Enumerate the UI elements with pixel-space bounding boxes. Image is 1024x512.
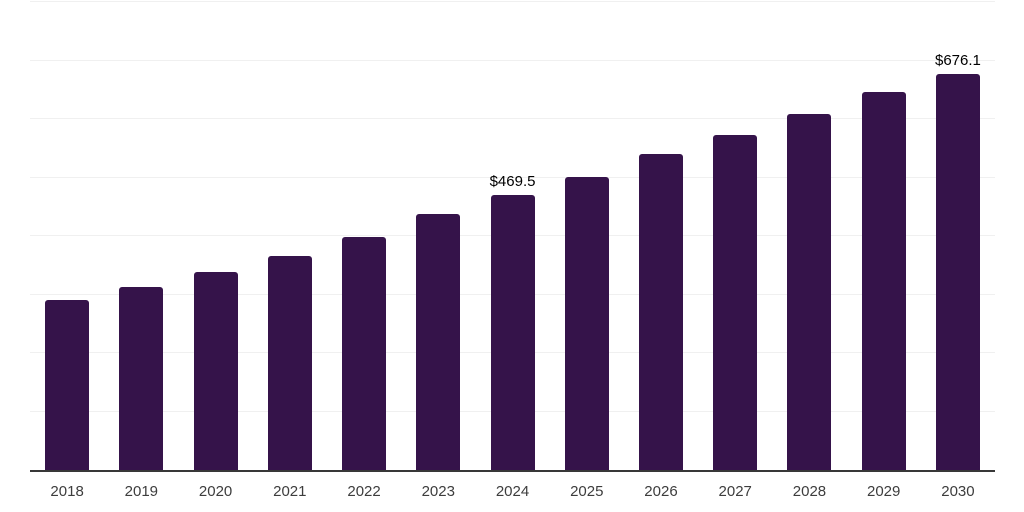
plot-area: $469.5 $676.1 <box>30 0 995 472</box>
y-gridline <box>30 118 995 119</box>
bar <box>45 300 90 470</box>
x-tick-label: 2027 <box>718 483 752 500</box>
bar-slot <box>253 0 327 470</box>
x-tick-label: 2021 <box>273 483 307 500</box>
bar <box>713 135 758 470</box>
bar-slot <box>401 0 475 470</box>
bar-slot <box>847 0 921 470</box>
y-gridline <box>30 1 995 2</box>
x-tick-label: 2024 <box>495 483 530 500</box>
bar-slot <box>698 0 772 470</box>
x-tick-label: 2023 <box>421 483 455 500</box>
bar <box>564 176 609 470</box>
bar <box>416 214 461 470</box>
bar-slot <box>178 0 252 470</box>
x-tick-label: 2022 <box>347 483 381 500</box>
bar-value-label: $469.5 <box>489 173 536 191</box>
bar <box>267 256 312 470</box>
bar-slot <box>624 0 698 470</box>
y-gridline <box>30 176 995 178</box>
x-tick-label: 2018 <box>50 483 84 500</box>
bar-slot <box>550 0 624 470</box>
bar <box>935 74 980 470</box>
bar <box>861 91 906 470</box>
x-axis-line <box>30 470 995 472</box>
bar-slot: $676.1 <box>921 0 995 470</box>
x-tick-label: 2025 <box>570 483 604 500</box>
bar <box>787 114 832 470</box>
x-tick-label: 2020 <box>198 483 233 500</box>
bar-slot <box>772 0 846 470</box>
bar <box>490 195 535 470</box>
bar-value-label: $676.1 <box>934 52 981 70</box>
x-tick-label: 2029 <box>867 483 901 500</box>
x-tick-label: 2019 <box>124 483 159 500</box>
bar <box>638 153 683 470</box>
bars: $469.5 $676.1 <box>30 0 995 470</box>
bar <box>342 237 387 470</box>
bar <box>119 287 164 470</box>
x-tick-label: 2026 <box>644 483 678 500</box>
bar-slot <box>104 0 178 470</box>
bar-slot: $469.5 <box>475 0 549 470</box>
y-gridline <box>30 59 995 61</box>
x-tick-label: 2028 <box>792 483 827 500</box>
bar <box>193 271 238 470</box>
x-axis-tick-labels: 2018 2019 2020 2021 2022 2023 2024 2025 2026 2027… <box>30 483 995 501</box>
bar-slot <box>30 0 104 470</box>
bar-slot <box>327 0 401 470</box>
x-tick-label: 2030 <box>941 483 975 500</box>
